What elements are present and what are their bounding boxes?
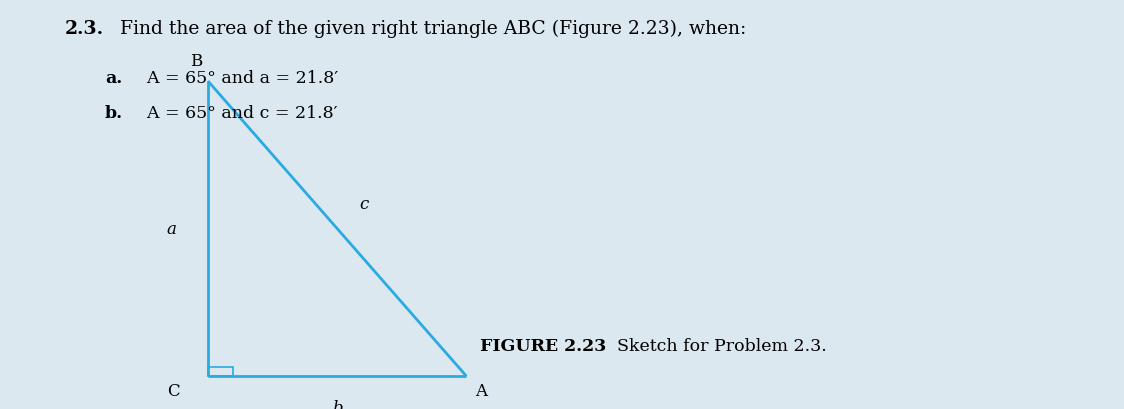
Text: 2.3.: 2.3. [65, 20, 105, 38]
Text: B: B [190, 53, 202, 70]
Text: A = 65° and c = 21.8′: A = 65° and c = 21.8′ [136, 105, 338, 122]
Text: a: a [166, 220, 176, 238]
Bar [208, 367, 233, 376]
Text: Find the area of the given right triangle ABC (Figure 2.23), when:: Find the area of the given right triangl… [108, 20, 746, 38]
Text: b.: b. [105, 105, 124, 122]
Text: c: c [360, 196, 369, 213]
Text: Sketch for Problem 2.3.: Sketch for Problem 2.3. [606, 337, 826, 354]
Text: C: C [167, 382, 180, 399]
Text: A: A [475, 382, 488, 399]
Text: b: b [332, 399, 343, 409]
Text: FIGURE 2.23: FIGURE 2.23 [480, 337, 606, 354]
Text: A = 65° and a = 21.8′: A = 65° and a = 21.8′ [136, 70, 338, 87]
Text: a.: a. [105, 70, 123, 87]
